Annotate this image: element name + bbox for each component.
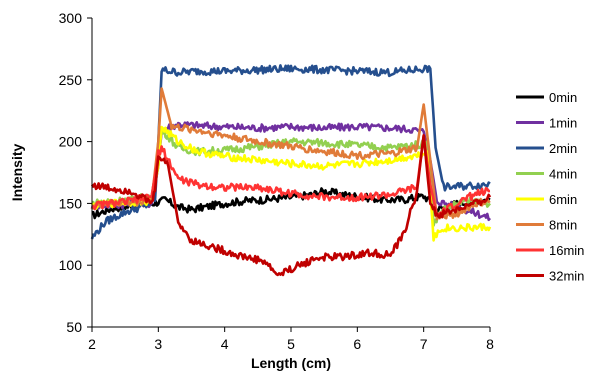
x-tick-label: 7 bbox=[420, 336, 428, 352]
y-axis-title: Intensity bbox=[9, 144, 25, 202]
series-line-32min bbox=[90, 134, 492, 277]
legend-label-4min: 4min bbox=[549, 167, 577, 182]
y-tick-label: 150 bbox=[59, 195, 83, 211]
legend-label-6min: 6min bbox=[549, 192, 577, 207]
y-tick-label: 300 bbox=[59, 10, 83, 26]
y-tick-label: 100 bbox=[59, 257, 83, 273]
series-line-0min bbox=[91, 187, 491, 220]
x-tick-label: 4 bbox=[221, 336, 229, 352]
x-axis-title: Length (cm) bbox=[251, 355, 331, 371]
legend: 0min 1min 2min 4min 6min 8min 16min 32min bbox=[516, 90, 584, 284]
x-tick-label: 8 bbox=[486, 336, 494, 352]
legend-label-16min: 16min bbox=[549, 243, 584, 258]
legend-label-2min: 2min bbox=[549, 141, 577, 156]
legend-label-32min: 32min bbox=[549, 269, 584, 284]
series-line-8min bbox=[90, 87, 491, 221]
x-tick-label: 3 bbox=[154, 336, 162, 352]
y-tick-label: 200 bbox=[59, 134, 83, 150]
x-tick-label: 5 bbox=[287, 336, 295, 352]
legend-label-0min: 0min bbox=[549, 90, 577, 105]
tick-layer: 50 100 150 200 250 300 2 3 4 5 6 7 8 bbox=[59, 10, 494, 352]
legend-label-1min: 1min bbox=[549, 116, 577, 131]
x-tick-label: 2 bbox=[88, 336, 96, 352]
series-layer bbox=[90, 64, 492, 277]
legend-label-8min: 8min bbox=[549, 218, 577, 233]
y-tick-label: 250 bbox=[59, 72, 83, 88]
x-tick-label: 6 bbox=[353, 336, 361, 352]
y-tick-label: 50 bbox=[66, 319, 82, 335]
